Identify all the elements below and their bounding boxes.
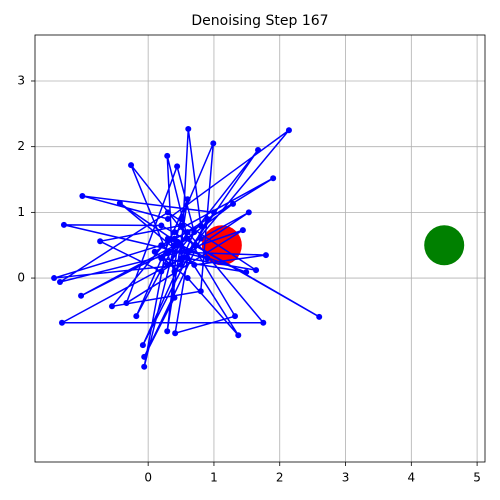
y-tick-label: 1	[17, 205, 25, 219]
trajectory-point	[164, 248, 171, 255]
trajectory-point	[128, 162, 135, 169]
trajectory-point	[174, 238, 181, 245]
trajectory-point	[184, 235, 191, 242]
trajectory-point	[123, 300, 130, 307]
trajectory-point	[235, 332, 242, 339]
y-tick-label: 0	[17, 271, 25, 285]
trajectory-point	[164, 235, 171, 242]
trajectory-point	[184, 248, 191, 255]
trajectory-point	[116, 200, 123, 207]
trajectory-point	[262, 252, 269, 259]
trajectory-point	[171, 294, 178, 301]
trajectory-point	[158, 255, 165, 262]
x-tick-label: 1	[210, 471, 218, 485]
trajectory-point	[285, 127, 292, 134]
trajectory-point	[178, 222, 185, 229]
target-marker	[424, 225, 465, 266]
trajectory-point	[178, 255, 185, 262]
trajectory-point	[197, 222, 204, 229]
trajectory-point	[79, 192, 86, 199]
trajectory-point	[178, 261, 185, 268]
trajectory-point	[51, 275, 58, 282]
x-tick-label: 4	[407, 471, 415, 485]
trajectory-point	[253, 267, 260, 274]
trajectory-point	[232, 313, 238, 320]
trajectory-point	[97, 238, 104, 245]
trajectory-point	[164, 261, 171, 268]
trajectory-point	[204, 255, 211, 262]
trajectory-point	[191, 261, 198, 268]
trajectory-point	[164, 209, 171, 216]
y-tick-label: 2	[17, 139, 25, 153]
trajectory-point	[78, 292, 85, 299]
trajectory-point	[239, 227, 246, 234]
trajectory-point	[164, 328, 171, 335]
trajectory-point	[255, 146, 262, 153]
trajectory-point	[184, 255, 191, 262]
trajectory-point	[270, 175, 277, 182]
trajectory-point	[204, 215, 211, 222]
trajectory-point	[260, 319, 267, 326]
trajectory-point	[245, 209, 252, 216]
trajectory-point	[158, 242, 165, 249]
trajectory-point	[210, 140, 217, 147]
trajectory-point	[141, 353, 148, 360]
trajectory-point	[133, 313, 140, 320]
x-tick-label: 5	[473, 471, 481, 485]
trajectory-point	[178, 248, 185, 255]
trajectory-point	[184, 229, 191, 236]
trajectory-point	[58, 319, 65, 326]
trajectory-point	[171, 229, 178, 236]
x-tick-label: 2	[276, 471, 284, 485]
trajectory-point	[316, 313, 323, 320]
trajectory-point	[178, 215, 185, 222]
x-tick-label: 0	[144, 471, 152, 485]
trajectory-point	[108, 303, 115, 310]
trajectory-point	[184, 196, 191, 203]
trajectory-point	[191, 229, 198, 236]
trajectory-point	[197, 288, 204, 295]
trajectory-point	[184, 275, 191, 282]
plot-frame	[34, 34, 486, 463]
trajectory-point	[164, 152, 171, 159]
trajectory-point	[230, 200, 237, 207]
chart-title: Denoising Step 167	[191, 13, 328, 29]
trajectory-point	[141, 363, 148, 370]
trajectory-point	[210, 209, 217, 216]
trajectory-point	[60, 221, 67, 228]
trajectory-point	[191, 242, 198, 249]
trajectory-point	[172, 330, 179, 337]
trajectory-point	[197, 235, 204, 242]
trajectory-point	[171, 268, 178, 275]
x-tick-label: 3	[342, 471, 350, 485]
y-tick-label: 3	[17, 73, 25, 87]
trajectory-point	[158, 268, 165, 275]
trajectory-point	[174, 163, 181, 170]
trajectory-point	[243, 269, 250, 276]
trajectory-point	[139, 342, 146, 349]
trajectory-point	[151, 248, 158, 255]
trajectory-point	[57, 279, 63, 286]
trajectory-point	[164, 215, 171, 222]
trajectory-point	[158, 222, 165, 229]
trajectory-point	[185, 125, 192, 132]
